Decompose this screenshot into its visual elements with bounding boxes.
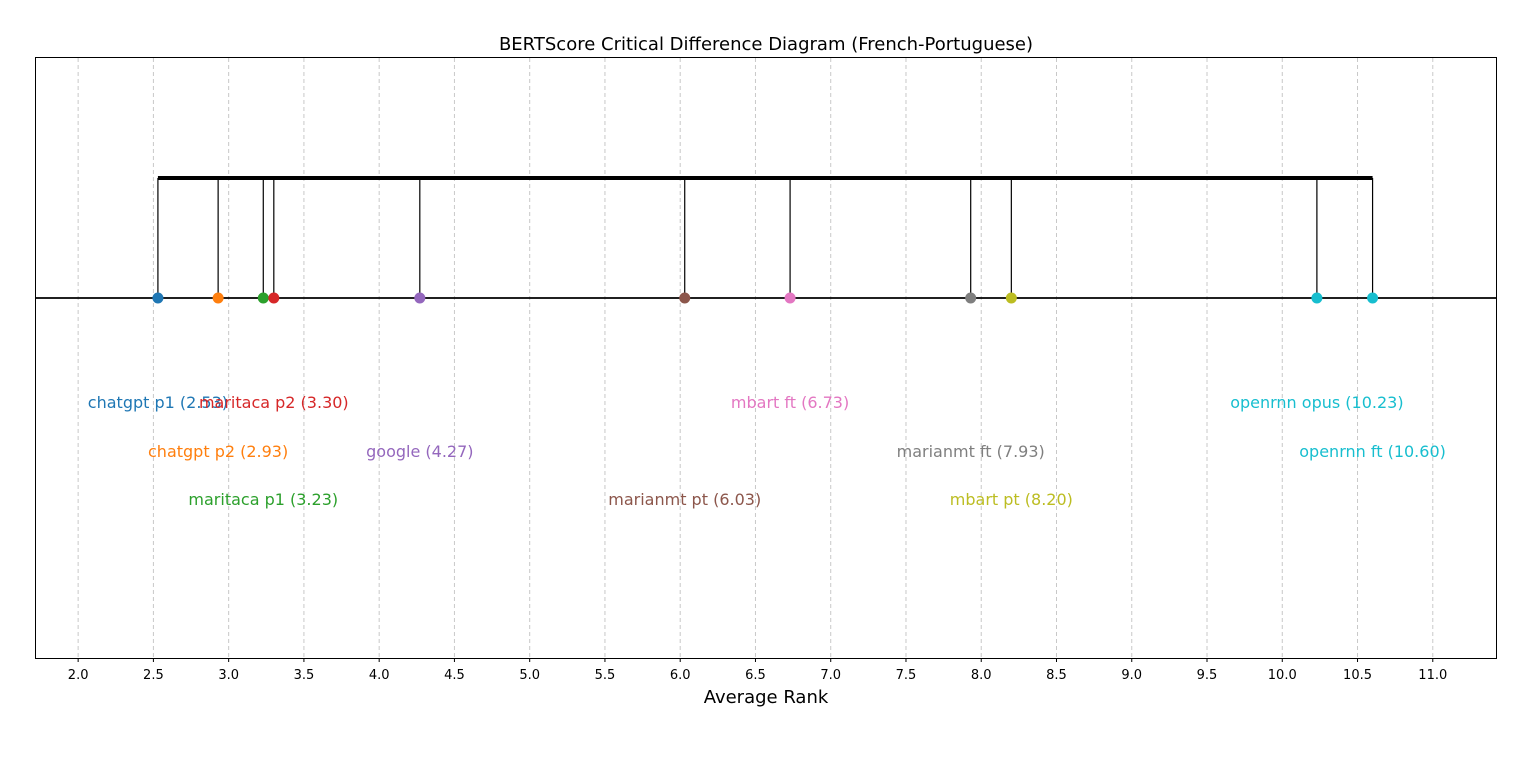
rank-label: chatgpt p1 (2.53) [88,393,228,412]
rank-label: openrnn ft (10.60) [1299,442,1446,461]
tick-layer: 2.0 2.5 3.0 3.5 4.0 4.5 5.0 5.5 6.0 6.5 7.0 7.5 8.0 8… [68,658,1447,683]
rank-label: marianmt ft (7.93) [897,442,1045,461]
grid-layer [77,58,1434,658]
rank-point [679,292,691,304]
point-layer [152,292,1379,304]
rank-label: openrnn opus (10.23) [1230,393,1403,412]
rank-label: google (4.27) [366,442,473,461]
rank-point [1367,292,1379,304]
x-tick-label: 2.0 [68,668,89,683]
x-tick-label: 11.0 [1418,668,1447,683]
rank-label: maritaca p2 (3.30) [199,393,349,412]
x-tick-label: 8.0 [971,668,992,683]
x-tick-label: 2.5 [143,668,164,683]
rank-point [414,292,426,304]
rank-point [965,292,977,304]
rank-label: marianmt pt (6.03) [608,490,761,509]
x-tick-label: 5.0 [519,668,540,683]
rank-label: mbart ft (6.73) [731,393,849,412]
x-tick-label: 4.0 [369,668,390,683]
label-layer: chatgpt p1 (2.53) chatgpt p2 (2.93) marita… [88,393,1446,509]
rank-point [1311,292,1323,304]
x-tick-label: 9.0 [1121,668,1142,683]
rank-label: maritaca p1 (3.23) [188,490,338,509]
rank-point [1005,292,1017,304]
x-tick-label: 4.5 [444,668,465,683]
x-tick-label: 3.0 [218,668,239,683]
x-tick-label: 9.5 [1197,668,1218,683]
x-tick-label: 6.0 [670,668,691,683]
rank-point [257,292,269,304]
x-tick-label: 10.5 [1343,668,1372,683]
x-axis-label: Average Rank [704,687,829,708]
x-tick-label: 7.5 [896,668,917,683]
rank-label: chatgpt p2 (2.93) [148,442,288,461]
chart-title: BERTScore Critical Difference Diagram (F… [499,34,1033,55]
rank-point [152,292,164,304]
rank-point [212,292,224,304]
x-tick-label: 10.0 [1268,668,1297,683]
x-tick-label: 6.5 [745,668,766,683]
cd-layer [157,176,1374,298]
plot-frame [35,57,1497,659]
x-tick-label: 5.5 [595,668,616,683]
rank-point [784,292,796,304]
rank-point [268,292,280,304]
x-tick-label: 8.5 [1046,668,1067,683]
x-tick-label: 7.0 [820,668,841,683]
rank-label: mbart pt (8.20) [950,490,1073,509]
x-tick-label: 3.5 [294,668,315,683]
